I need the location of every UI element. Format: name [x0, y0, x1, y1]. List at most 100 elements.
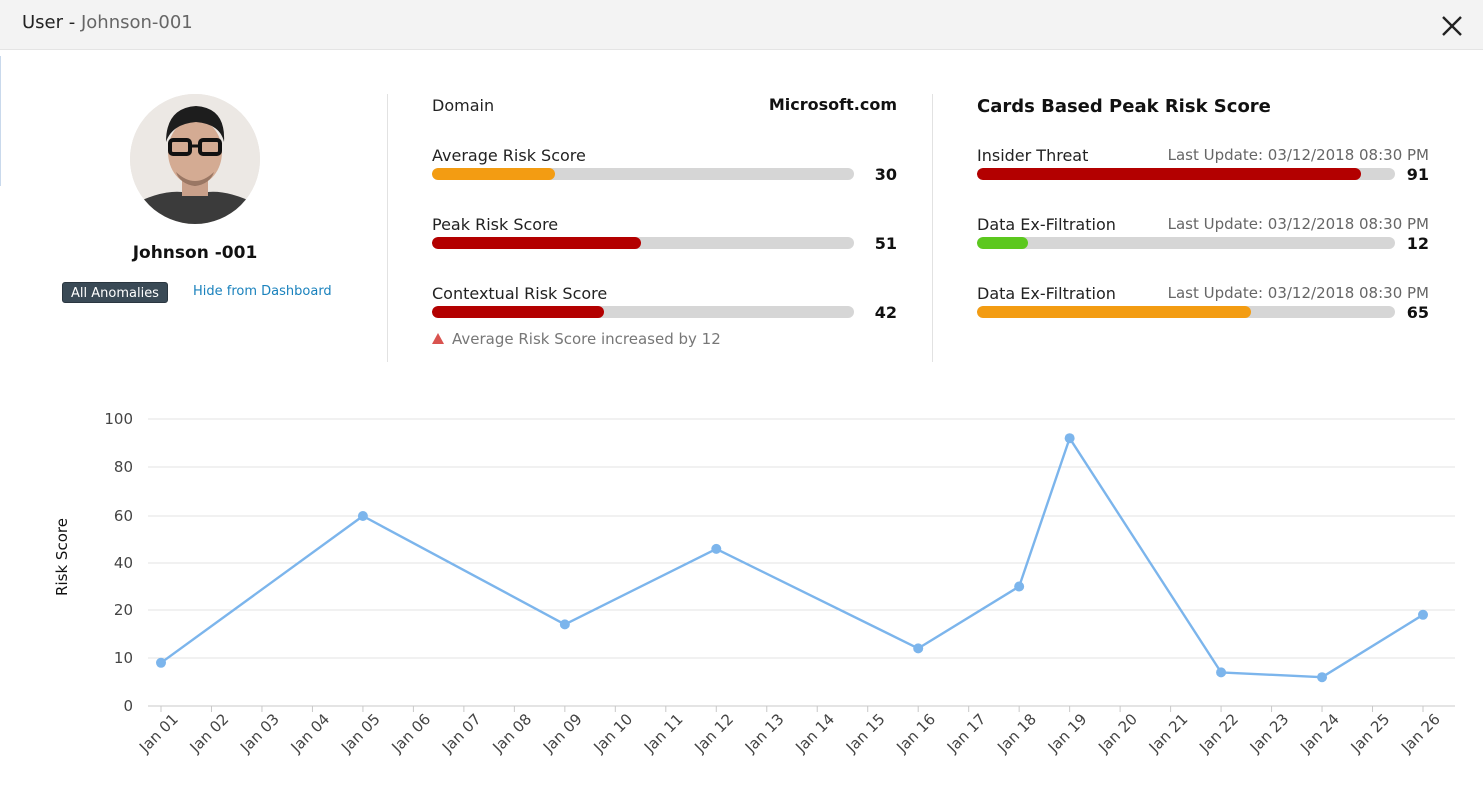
cards-peak-risk-panel: Cards Based Peak Risk Score Insider Thre…: [977, 92, 1437, 362]
score-label: Average Risk Score: [432, 146, 586, 165]
card-last-update: Last Update: 03/12/2018 08:30 PM: [1167, 215, 1429, 233]
divider: [387, 94, 388, 362]
title-subject: Johnson-001: [80, 12, 193, 33]
x-tick-label: Jan 15: [842, 710, 889, 757]
card-bar-track: [977, 168, 1395, 180]
x-tick-label: Jan 24: [1296, 710, 1343, 757]
card-risk-row: Data Ex-Filtration Last Update: 03/12/20…: [977, 215, 1437, 265]
score-bar-track: [432, 168, 854, 180]
title-prefix: User -: [22, 12, 81, 33]
series-line: [160, 437, 1424, 679]
y-tick-label: 20: [114, 601, 133, 619]
score-bar-track: [432, 306, 854, 318]
x-tick-label: Jan 17: [943, 710, 990, 757]
x-tick-label: Jan 12: [690, 710, 737, 757]
y-tick-label: 0: [123, 697, 133, 715]
x-tick-label: Jan 03: [236, 710, 283, 757]
data-point: [559, 619, 570, 630]
x-tick-label: Jan 13: [741, 710, 788, 757]
card-bar-fill: [977, 168, 1362, 180]
score-value: 30: [874, 165, 897, 184]
dialog-header: User - Johnson-001: [0, 0, 1483, 50]
card-value: 12: [1406, 234, 1429, 253]
card-value: 65: [1406, 303, 1429, 322]
card-last-update: Last Update: 03/12/2018 08:30 PM: [1167, 284, 1429, 302]
x-tick-label: Jan 10: [589, 710, 636, 757]
score-label: Contextual Risk Score: [432, 284, 608, 303]
x-tick-label: Jan 07: [438, 710, 485, 757]
x-tick-label: Jan 01: [135, 710, 182, 757]
profile-name: Johnson -001: [132, 243, 258, 263]
avatar: [130, 94, 260, 224]
x-tick-label: Jan 18: [993, 710, 1040, 757]
y-tick-label: 10: [114, 649, 133, 667]
x-tick-label: Jan 14: [791, 710, 838, 757]
triangle-up-icon: [432, 333, 444, 344]
x-tick-label: Jan 05: [337, 710, 384, 757]
x-tick-label: Jan 20: [1094, 710, 1141, 757]
card-label: Data Ex-Filtration: [977, 284, 1116, 303]
divider: [932, 94, 933, 362]
score-bar-fill: [432, 237, 641, 249]
card-last-update: Last Update: 03/12/2018 08:30 PM: [1167, 146, 1429, 164]
y-tick-label: 40: [114, 554, 133, 572]
x-tick-label: Jan 23: [1246, 710, 1293, 757]
x-tick-label: Jan 02: [186, 710, 233, 757]
x-tick-label: Jan 06: [388, 710, 435, 757]
x-tick-label: Jan 21: [1145, 710, 1192, 757]
close-icon[interactable]: [1438, 12, 1466, 40]
cards-title: Cards Based Peak Risk Score: [977, 96, 1271, 117]
risk-scores-panel: Domain Microsoft.com Average Risk Score …: [432, 92, 902, 362]
card-risk-row: Data Ex-Filtration Last Update: 03/12/20…: [977, 284, 1437, 334]
contextual-risk-score: Contextual Risk Score 42: [432, 284, 902, 334]
card-value: 91: [1406, 165, 1429, 184]
x-tick-label: Jan 04: [287, 710, 334, 757]
data-point: [1216, 667, 1227, 678]
data-point: [1014, 581, 1025, 592]
hide-from-dashboard-link[interactable]: Hide from Dashboard: [193, 284, 332, 299]
x-tick-label: Jan 26: [1397, 710, 1444, 757]
y-tick-label: 100: [104, 410, 133, 428]
domain-value: Microsoft.com: [768, 95, 897, 114]
average-risk-score: Average Risk Score 30: [432, 146, 902, 196]
card-bar-fill: [977, 237, 1028, 249]
y-tick-label: 80: [114, 458, 133, 476]
data-point: [913, 643, 924, 654]
increase-note-text: Average Risk Score increased by 12: [452, 330, 721, 348]
data-point: [1317, 672, 1328, 683]
data-point: [711, 543, 722, 554]
score-bar-track: [432, 237, 854, 249]
dialog-title: User - Johnson-001: [22, 12, 193, 33]
score-value: 42: [874, 303, 897, 322]
x-tick-label: Jan 22: [1195, 710, 1242, 757]
increase-note: Average Risk Score increased by 12: [432, 330, 721, 348]
x-tick-label: Jan 08: [489, 710, 536, 757]
x-tick-label: Jan 09: [539, 710, 586, 757]
score-value: 51: [874, 234, 897, 253]
data-point: [1418, 609, 1428, 620]
card-bar-track: [977, 306, 1395, 318]
domain-label: Domain: [432, 96, 495, 115]
card-label: Insider Threat: [977, 146, 1089, 165]
all-anomalies-button[interactable]: All Anomalies: [62, 282, 168, 303]
x-tick-label: Jan 25: [1347, 710, 1394, 757]
score-bar-fill: [432, 306, 605, 318]
x-tick-label: Jan 11: [640, 710, 687, 757]
data-point: [156, 657, 166, 668]
peak-risk-score: Peak Risk Score 51: [432, 215, 902, 265]
x-tick-label: Jan 19: [1044, 710, 1091, 757]
card-bar-track: [977, 237, 1395, 249]
x-tick-label: Jan 16: [892, 710, 939, 757]
user-profile: Johnson -001 All Anomalies Hide from Das…: [40, 90, 360, 320]
card-risk-row: Insider Threat Last Update: 03/12/2018 0…: [977, 146, 1437, 196]
score-bar-fill: [432, 168, 555, 180]
y-tick-label: 60: [114, 507, 133, 525]
risk-score-chart: 0 10 20 40 60 80 100 Risk Score Jan 01 Jan 02 Jan …: [0, 395, 1483, 786]
score-label: Peak Risk Score: [432, 215, 559, 234]
data-point: [1064, 433, 1075, 444]
left-divider: [0, 56, 3, 186]
avatar-image: [130, 94, 260, 224]
card-label: Data Ex-Filtration: [977, 215, 1116, 234]
data-point: [357, 511, 368, 521]
